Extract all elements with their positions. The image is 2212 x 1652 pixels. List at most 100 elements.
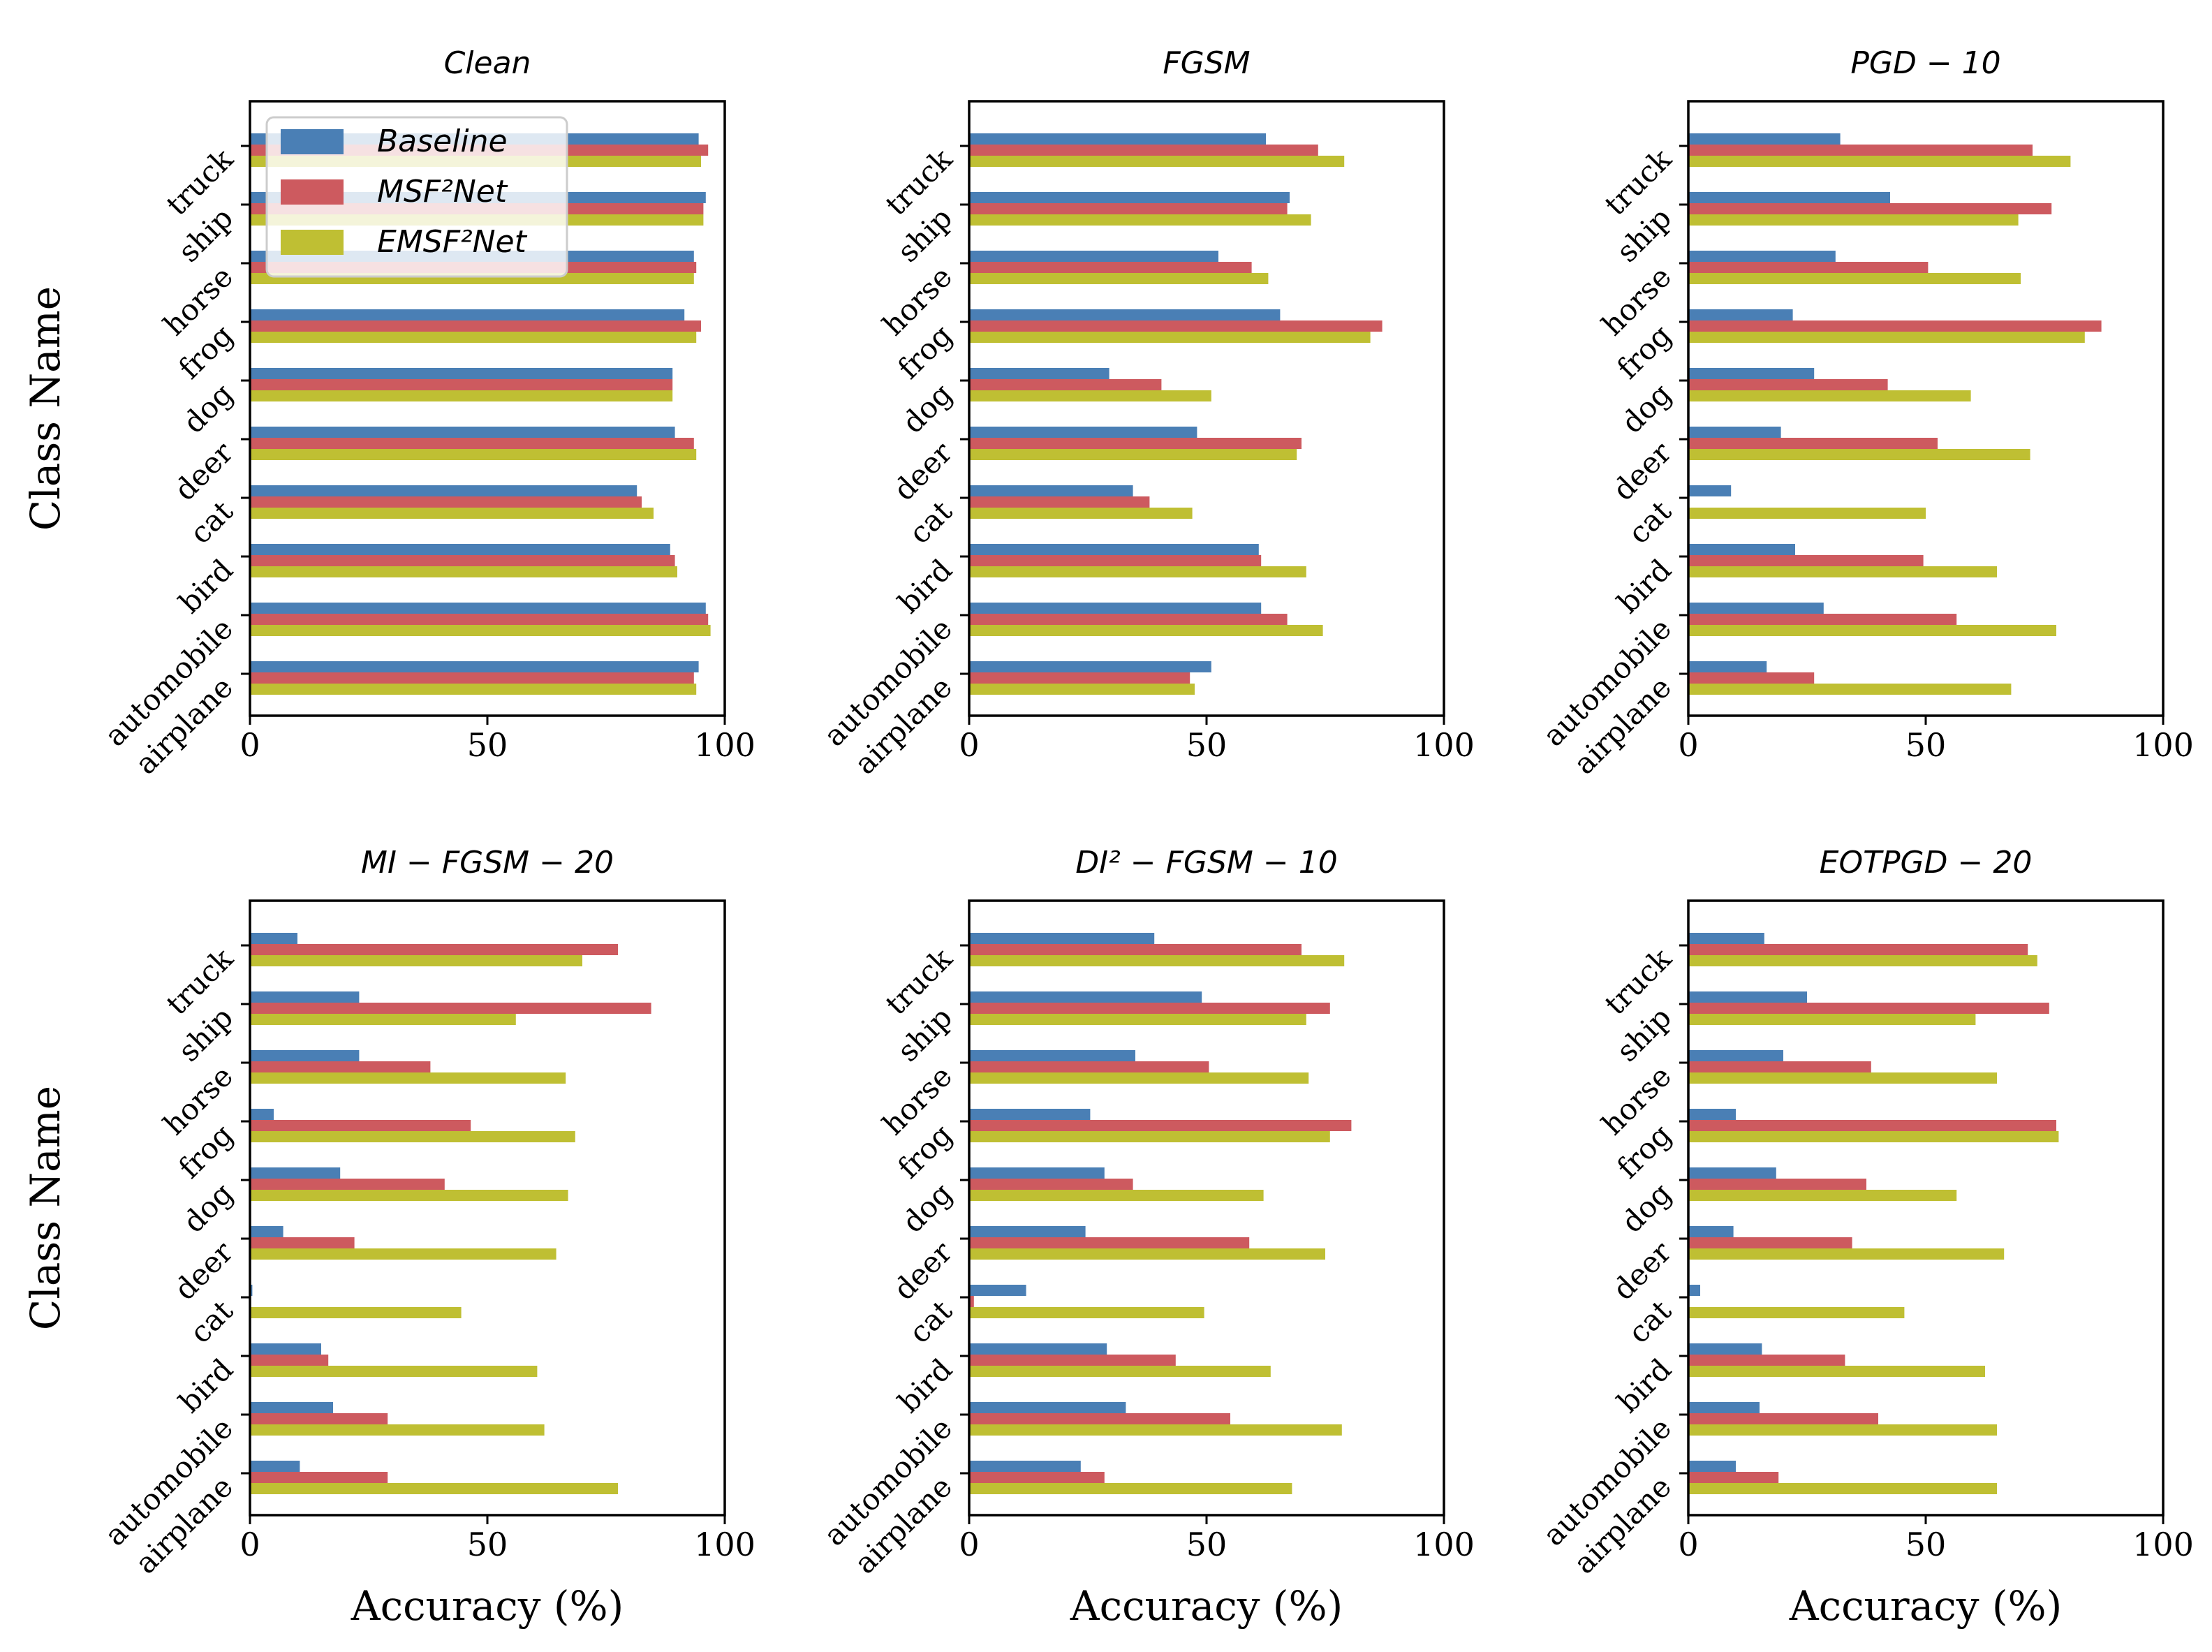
bar-msf2net-frog (250, 1120, 471, 1131)
xtick-label: 100 (694, 726, 755, 764)
bar-baseline-dog (1688, 368, 1815, 379)
bar-baseline-deer (969, 427, 1197, 438)
bar-emsf2net-ship (969, 1014, 1306, 1025)
bar-emsf2net-cat (1688, 508, 1926, 519)
bar-baseline-horse (969, 251, 1218, 262)
bar-msf2net-airplane (250, 1472, 388, 1483)
bar-msf2net-horse (969, 1061, 1209, 1072)
bar-msf2net-deer (1688, 438, 1938, 449)
bar-msf2net-dog (1688, 379, 1888, 390)
xtick-label: 50 (1186, 1526, 1227, 1563)
bar-baseline-airplane (969, 661, 1211, 672)
legend-label-baseline: Baseline (377, 124, 508, 159)
bar-emsf2net-ship (1688, 214, 2019, 226)
category-label-deer: deer (887, 435, 959, 508)
bar-msf2net-cat (969, 496, 1150, 508)
bar-emsf2net-bird (250, 566, 677, 577)
panel-title: PGD − 10 (1850, 45, 2000, 81)
bar-msf2net-frog (250, 320, 701, 332)
bar-msf2net-truck (250, 944, 618, 955)
category-label-bird: bird (1611, 1352, 1678, 1419)
category-label-truck: truck (879, 941, 959, 1022)
bar-emsf2net-frog (250, 1131, 575, 1142)
bar-baseline-airplane (969, 1461, 1081, 1472)
bar-emsf2net-truck (250, 955, 582, 966)
bar-emsf2net-airplane (250, 1483, 618, 1494)
bar-msf2net-deer (1688, 1237, 1852, 1248)
xtick-label: 50 (467, 1526, 508, 1563)
bar-baseline-dog (1688, 1167, 1776, 1179)
bar-msf2net-bird (250, 1355, 329, 1366)
category-label-bird: bird (172, 552, 239, 619)
bar-emsf2net-frog (969, 332, 1371, 343)
bar-msf2net-automobile (1688, 614, 1957, 625)
bar-msf2net-automobile (969, 614, 1288, 625)
bar-baseline-cat (1688, 485, 1732, 496)
bar-emsf2net-dog (969, 390, 1211, 401)
bar-emsf2net-deer (969, 449, 1297, 460)
bar-emsf2net-dog (1688, 390, 1971, 401)
bar-baseline-horse (1688, 1050, 1783, 1061)
bar-msf2net-frog (969, 320, 1382, 332)
bar-emsf2net-bird (969, 566, 1306, 577)
xtick-label: 0 (239, 1526, 260, 1563)
bar-baseline-dog (250, 368, 673, 379)
bar-baseline-truck (969, 933, 1155, 944)
category-label-dog: dog (177, 1176, 240, 1239)
category-label-truck: truck (160, 142, 240, 222)
bar-baseline-cat (969, 1285, 1026, 1296)
bar-emsf2net-truck (969, 156, 1345, 167)
bar-baseline-automobile (969, 1402, 1126, 1413)
bar-msf2net-dog (969, 1179, 1133, 1190)
bar-emsf2net-horse (250, 1072, 566, 1084)
bar-emsf2net-automobile (969, 625, 1323, 636)
bar-emsf2net-bird (1688, 1366, 1985, 1377)
xtick-label: 100 (1413, 726, 1475, 764)
bar-emsf2net-dog (250, 390, 673, 401)
bar-baseline-ship (1688, 991, 1807, 1003)
bar-msf2net-deer (969, 438, 1302, 449)
category-label-deer: deer (887, 1234, 959, 1307)
bar-baseline-frog (250, 1109, 274, 1120)
legend-swatch-baseline (281, 129, 344, 154)
bar-msf2net-dog (1688, 1179, 1866, 1190)
bar-baseline-frog (969, 1109, 1091, 1120)
category-label-deer: deer (168, 435, 240, 508)
bar-msf2net-deer (250, 438, 694, 449)
bar-baseline-ship (1688, 192, 1890, 203)
bar-baseline-automobile (969, 603, 1262, 614)
bar-msf2net-dog (250, 1179, 445, 1190)
bar-emsf2net-horse (1688, 273, 2021, 284)
category-label-deer: deer (168, 1234, 240, 1307)
xtick-label: 0 (1678, 726, 1698, 764)
bar-msf2net-ship (250, 1003, 651, 1014)
panel-di-fgsm-10: DI² − FGSM − 10airplaneautomobilebirdcat… (817, 845, 1475, 1630)
bar-emsf2net-cat (969, 508, 1193, 519)
category-label-truck: truck (1598, 142, 1679, 222)
xtick-label: 50 (467, 726, 508, 764)
bar-baseline-cat (250, 485, 637, 496)
bar-baseline-bird (1688, 544, 1795, 555)
y-axis-label: Class Name (22, 1086, 69, 1330)
panel-title: MI − FGSM − 20 (361, 845, 614, 880)
xtick-label: 0 (1678, 1526, 1698, 1563)
bar-emsf2net-ship (969, 214, 1311, 226)
legend-swatch-emsf2net (281, 230, 344, 255)
bar-emsf2net-dog (1688, 1190, 1957, 1201)
bar-emsf2net-deer (250, 1248, 556, 1260)
panel-title: Clean (444, 45, 531, 81)
bar-baseline-truck (969, 133, 1266, 145)
bar-msf2net-bird (969, 555, 1262, 566)
bar-msf2net-horse (969, 262, 1252, 273)
bar-msf2net-cat (250, 496, 642, 508)
bar-baseline-cat (1688, 1285, 1700, 1296)
bar-baseline-ship (250, 991, 360, 1003)
bar-msf2net-deer (250, 1237, 355, 1248)
bar-msf2net-bird (1688, 1355, 1845, 1366)
xtick-label: 0 (959, 726, 979, 764)
bar-baseline-deer (250, 427, 675, 438)
bar-baseline-dog (250, 1167, 341, 1179)
bar-baseline-bird (250, 1343, 321, 1355)
bar-baseline-frog (1688, 309, 1793, 320)
panel-eotpgd-20: EOTPGD − 20airplaneautomobilebirdcatdeer… (1536, 845, 2194, 1630)
